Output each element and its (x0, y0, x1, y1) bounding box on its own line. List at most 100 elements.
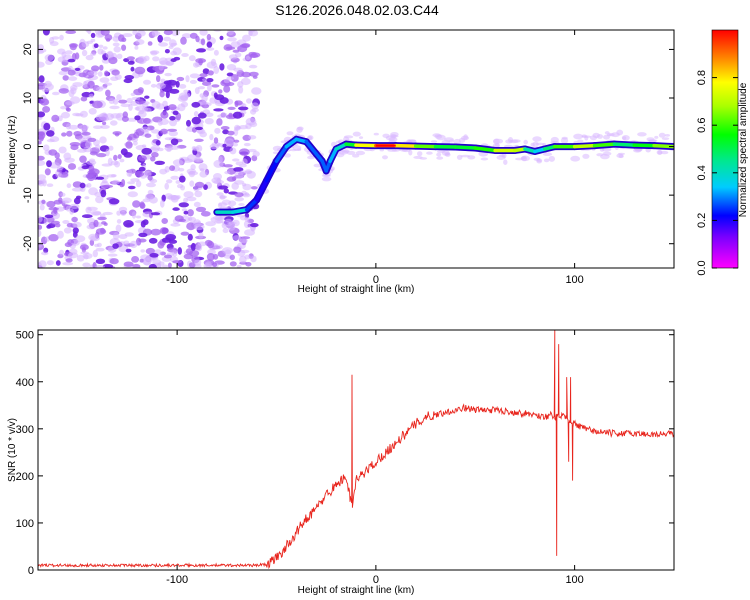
noise-blob (126, 136, 133, 141)
noise-blob (142, 219, 149, 226)
ridge-halo (521, 156, 527, 162)
noise-blob (69, 43, 78, 48)
noise-blob (165, 90, 170, 99)
noise-blob (94, 265, 105, 268)
noise-blob (168, 130, 178, 137)
noise-blob (119, 182, 124, 188)
ridge-halo (532, 136, 542, 142)
noise-blob (59, 34, 64, 41)
colorbar-ticks: 0.0 0.2 0.4 0.6 0.8 (696, 70, 738, 276)
noise-blob (71, 216, 78, 223)
ridge-halo (647, 139, 658, 142)
ridge-halo (507, 137, 514, 143)
noise-blob (150, 156, 156, 162)
noise-blob (245, 55, 251, 61)
noise-blob (204, 118, 214, 125)
noise-blob (98, 112, 108, 121)
noise-blob (183, 89, 189, 94)
noise-blob (68, 65, 73, 71)
spectrogram-y-ticks: -20 -10 0 10 20 (22, 43, 674, 252)
noise-blob (48, 234, 59, 242)
noise-blob (79, 244, 89, 251)
noise-blob (148, 237, 158, 244)
noise-blob (228, 54, 238, 60)
noise-blob (149, 196, 158, 204)
snr-x-ticks: -100 0 100 (166, 330, 584, 586)
noise-blob (186, 196, 197, 202)
noise-blob (57, 115, 63, 122)
noise-blob (248, 64, 258, 69)
noise-blob (116, 219, 122, 224)
noise-blob (231, 176, 237, 181)
ridge-halo (456, 154, 463, 160)
noise-blob (121, 116, 129, 122)
noise-blob (189, 250, 200, 257)
noise-blob (232, 49, 240, 53)
snr-x-axis-label: Height of straight line (km) (298, 585, 415, 596)
noise-blob (138, 166, 146, 172)
ridge-halo (355, 150, 366, 156)
noise-blob (162, 264, 169, 268)
noise-blob (57, 230, 64, 239)
noise-blob (42, 144, 50, 151)
noise-blob (191, 116, 201, 125)
noise-blob (183, 197, 188, 204)
snr-panel: -100 0 100 0 100 200 300 400 500 Height of stra… (7, 329, 675, 596)
ridge-halo (444, 152, 451, 156)
noise-blob (142, 117, 151, 124)
noise-blob (250, 186, 258, 190)
noise-blob (134, 171, 145, 177)
noise-blob (150, 228, 162, 236)
colorbar-tick-label: 0.8 (696, 70, 708, 85)
noise-blob (43, 217, 48, 225)
noise-blob (160, 128, 168, 135)
ridge-halo (664, 134, 671, 137)
noise-blob (198, 163, 208, 171)
colorbar: 0.0 0.2 0.4 0.6 0.8 Normalized spectral ampl… (696, 29, 749, 276)
noise-blob (141, 144, 147, 148)
noise-blob (227, 224, 236, 231)
noise-blob (92, 100, 103, 109)
noise-blob (205, 112, 214, 118)
ridge-halo (453, 138, 461, 145)
ridge-segment (264, 159, 279, 183)
noise-blob (46, 200, 56, 208)
noise-blob (63, 227, 72, 234)
noise-blob (125, 248, 132, 253)
ridge-halo (382, 155, 388, 160)
noise-blob (65, 50, 73, 55)
noise-blob (81, 49, 88, 57)
noise-blob (170, 51, 178, 56)
noise-blob (195, 206, 207, 212)
ridge-halo (661, 137, 670, 141)
noise-blob (201, 94, 208, 103)
noise-blob (118, 99, 128, 104)
noise-blob (82, 262, 91, 268)
ridge-segment (473, 146, 497, 153)
noise-blob (155, 82, 166, 90)
noise-blob (206, 78, 214, 83)
ridge-halo (637, 132, 647, 137)
noise-blob (134, 45, 139, 50)
noise-blob (234, 171, 244, 180)
noise-blob (38, 155, 45, 161)
noise-blob (94, 192, 102, 197)
ridge-halo (373, 132, 379, 136)
noise-blob (251, 87, 262, 95)
ridge-halo (493, 138, 504, 144)
noise-blob (93, 125, 103, 129)
spectrogram-x-axis-label: Height of straight line (km) (298, 284, 415, 295)
noise-blob (213, 49, 219, 56)
noise-blob (250, 109, 257, 115)
noise-blob (206, 47, 215, 51)
noise-blob (38, 61, 45, 68)
noise-blob (193, 201, 201, 208)
noise-blob (60, 106, 67, 110)
noise-blob (56, 165, 64, 171)
noise-blob (199, 73, 208, 78)
ridge-segment (328, 147, 338, 163)
noise-blob (205, 261, 212, 268)
noise-blob (127, 191, 138, 198)
ridge-halo (654, 135, 659, 139)
